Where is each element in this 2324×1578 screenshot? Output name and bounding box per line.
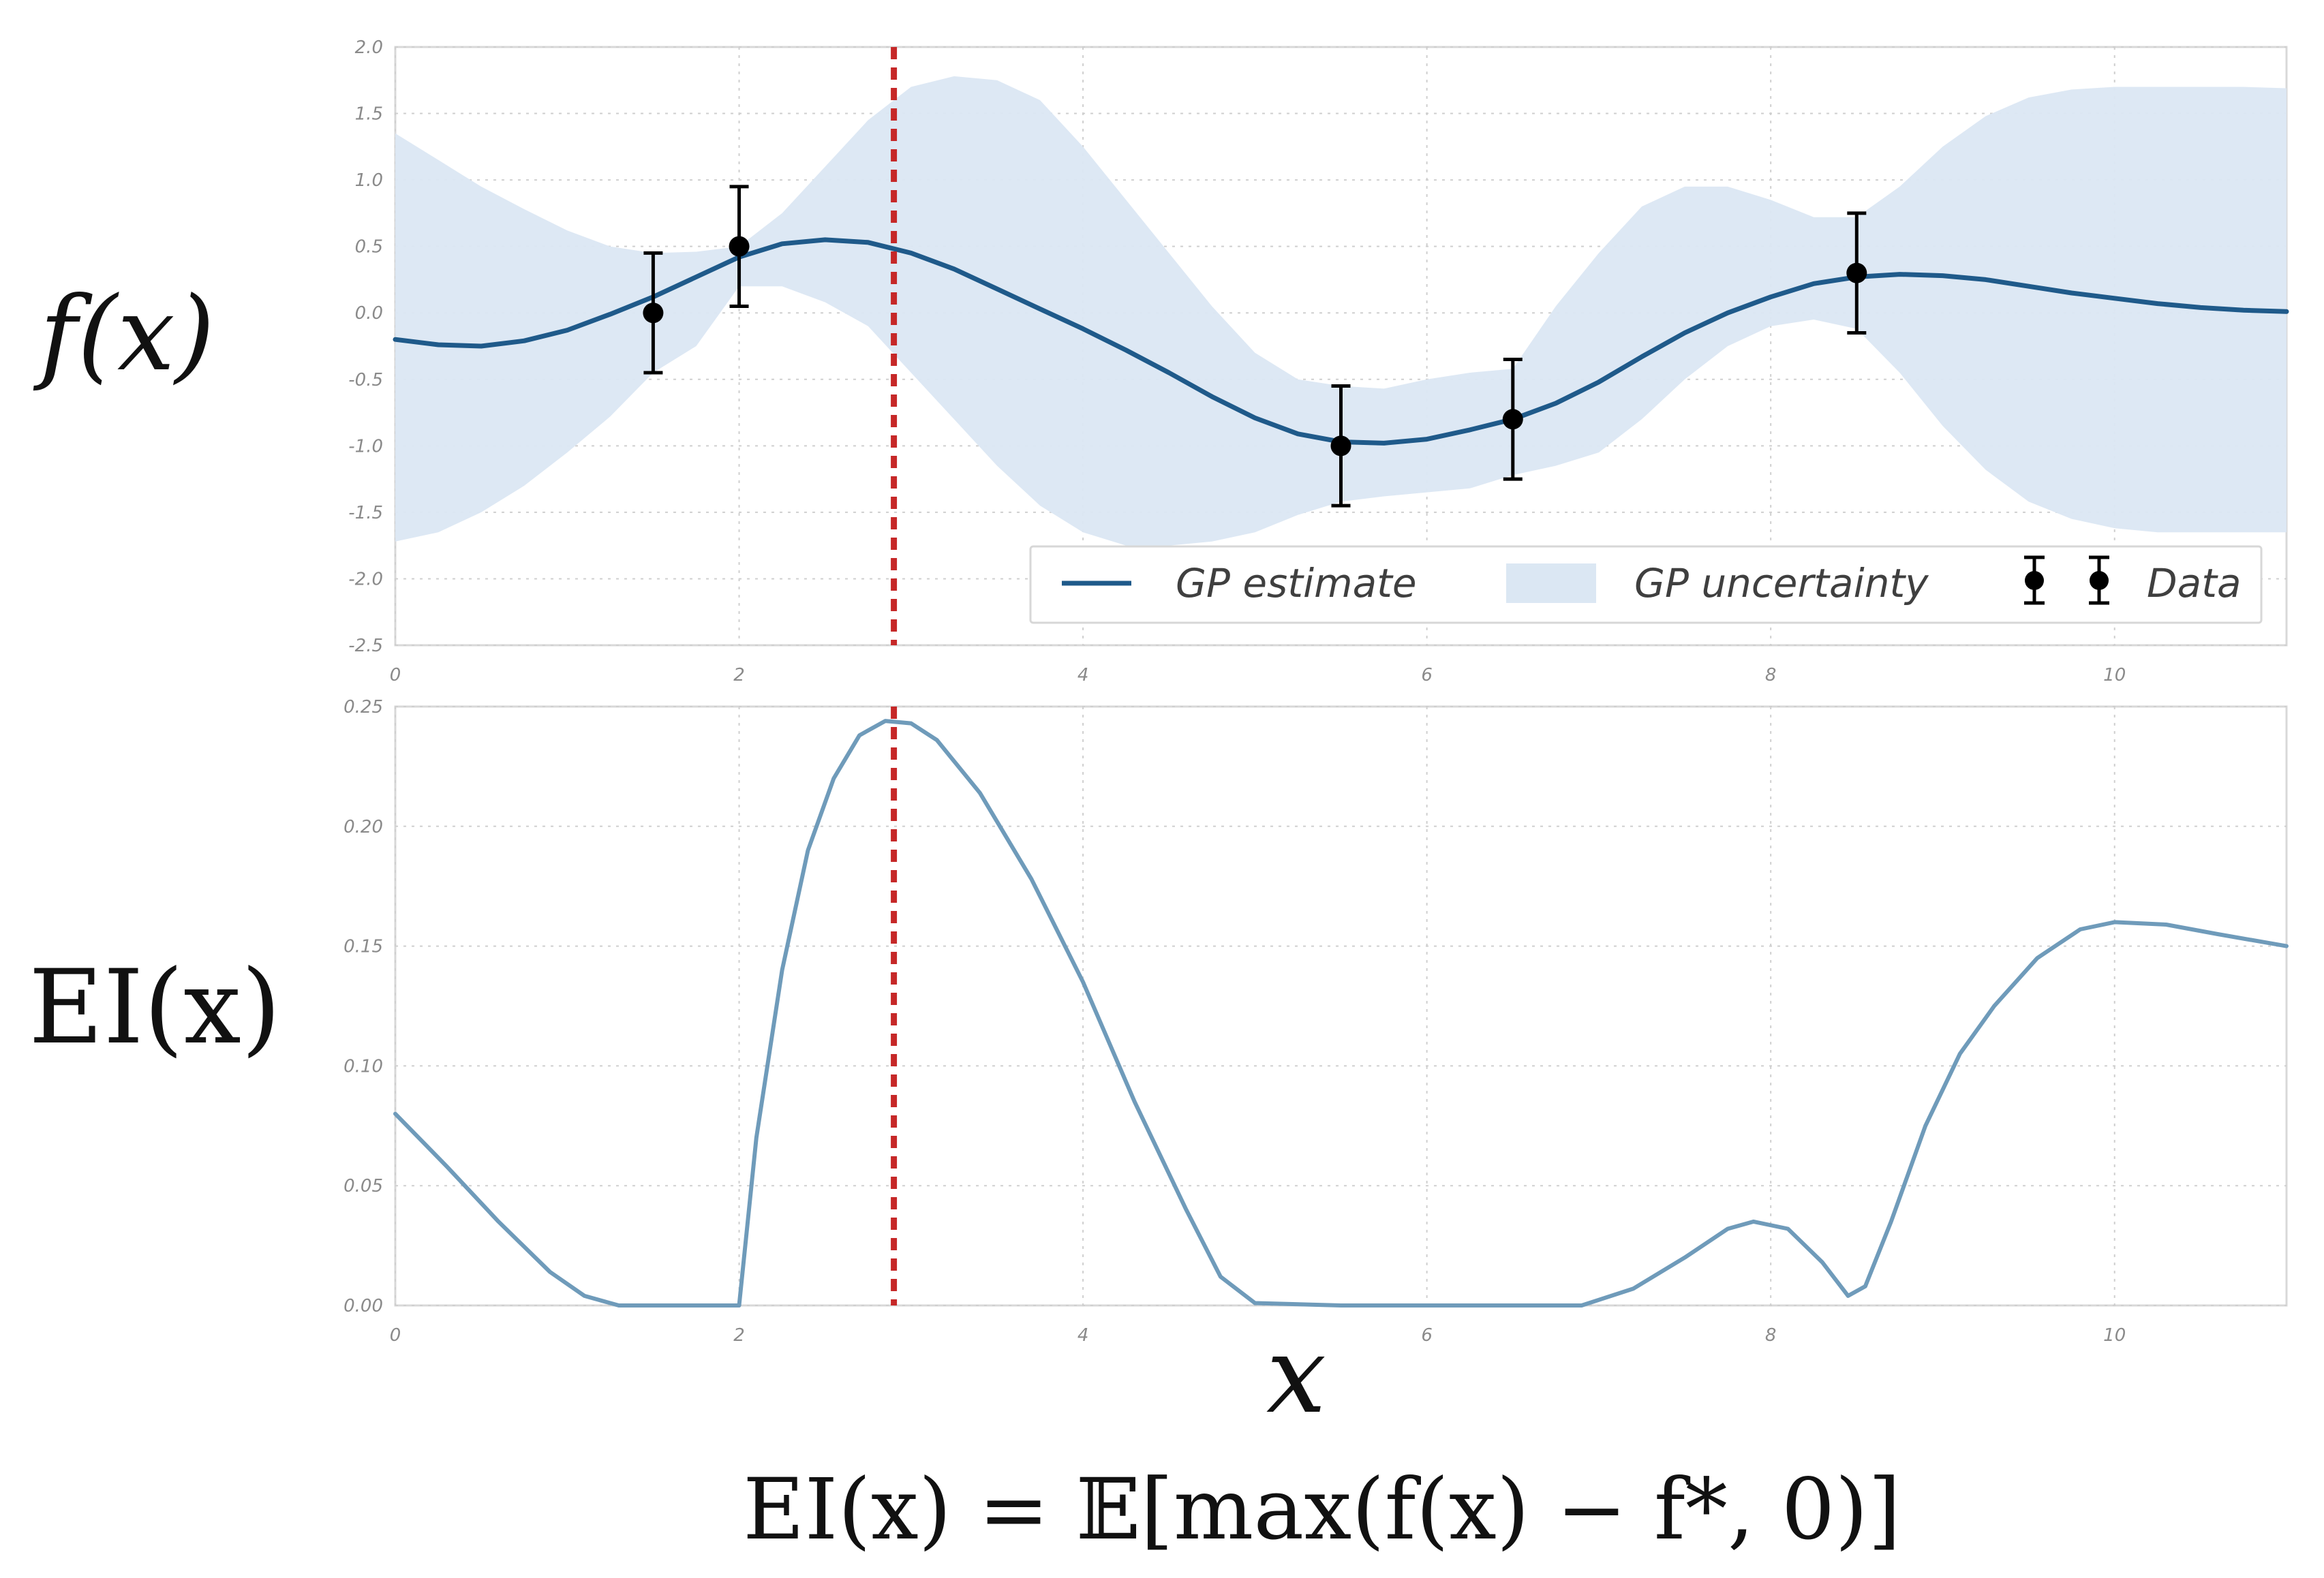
chart-0-y-tick-label: 2.0: [355, 37, 383, 58]
chart-0-data-point: [1846, 262, 1867, 283]
chart-0-x-tick-label: 6: [1421, 665, 1433, 685]
chart-0-x-tick-label: 10: [2103, 665, 2126, 685]
chart-0-x-tick-label: 4: [1077, 665, 1089, 685]
chart-1-x-tick-label: 4: [1077, 1325, 1089, 1346]
legend-gp-uncertainty-swatch: [1506, 563, 1596, 603]
bottom-y-axis-label: EI(x): [29, 948, 281, 1067]
chart-0-y-tick-label: -1.0: [348, 436, 383, 457]
bottom-panel: 0 2 4 6 8 10 0.25 0.20 0.15 0.10 0.05 0.00: [343, 697, 2289, 1346]
chart-0-y-tick-label: 0.5: [355, 237, 383, 258]
chart-0-x-tick-label: 8: [1765, 665, 1777, 685]
chart-0-data-point: [643, 303, 664, 324]
chart-0-y-tick-label: -0.5: [348, 370, 383, 390]
legend-gp-uncertainty-label: GP uncertainty: [1634, 560, 1929, 606]
chart-1-y-tick-label: 0.05: [343, 1176, 383, 1196]
chart-1-y-tick-label: 0.25: [343, 697, 383, 717]
chart-1-series-0-line: [393, 719, 2289, 1308]
chart-1-x-tick-label: 6: [1421, 1325, 1433, 1346]
x-axis-label: x: [1266, 1313, 1326, 1437]
chart-1-plot-area: [394, 705, 2288, 1307]
expected-improvement-formula: EI(x) = 𝔼[max(f(x) − f*, 0)]: [743, 1461, 1901, 1559]
chart-1-x-tick-label: 2: [733, 1325, 745, 1346]
chart-0-x-tick-label: 0: [390, 665, 401, 685]
chart-0-y-tick-label: -2.0: [348, 569, 383, 589]
chart-0-data-point: [1330, 435, 1351, 457]
chart-0-series-1-band: [395, 76, 2287, 546]
legend: GP estimate GP uncertainty Data: [1029, 545, 2263, 624]
chart-1-y-tick-label: 0.15: [343, 937, 383, 957]
chart-0-y-tick-label: 1.0: [355, 170, 383, 191]
chart-1-y-tick-label: 0.20: [343, 817, 383, 837]
chart-0-data-point: [729, 236, 750, 257]
top-y-axis-label: f(x): [33, 275, 215, 394]
legend-gp-estimate-label: GP estimate: [1176, 560, 1417, 606]
chart-0-y-tick-label: 1.5: [355, 104, 383, 125]
chart-0-y-tick-label: 0.0: [355, 303, 383, 324]
legend-data-marker: [2024, 555, 2109, 605]
chart-0-x-tick-label: 2: [733, 665, 745, 685]
legend-box: [1029, 545, 2263, 624]
chart-1-y-tick-label: 0.10: [343, 1056, 383, 1077]
chart-0-data-point: [1502, 409, 1523, 430]
chart-1-x-tick-label: 10: [2103, 1325, 2126, 1346]
chart-1-x-tick-label: 8: [1765, 1325, 1777, 1346]
legend-data-label: Data: [2147, 560, 2242, 606]
chart-1-y-tick-label: 0.00: [343, 1296, 383, 1316]
chart-1-x-tick-label: 0: [390, 1325, 401, 1346]
chart-0-y-tick-label: -2.5: [348, 636, 383, 656]
chart-0-y-tick-label: -1.5: [348, 503, 383, 523]
